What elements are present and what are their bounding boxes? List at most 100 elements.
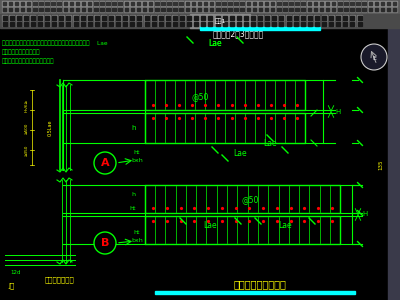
Bar [322,22,326,26]
Bar [265,16,269,20]
Bar [124,1,128,5]
Bar [145,80,305,110]
Bar [59,22,63,26]
Bar [259,2,262,5]
Bar [344,1,348,5]
Bar [44,21,50,26]
Bar [277,2,280,5]
Bar [161,8,165,11]
Bar [336,15,341,20]
Bar [102,15,106,20]
Bar [124,2,128,5]
Bar [229,15,234,20]
Bar [216,2,220,5]
Bar [279,21,284,26]
Text: H: H [335,109,340,115]
Bar [112,8,116,11]
Bar [198,2,201,5]
Bar [2,22,6,26]
Bar [15,2,18,5]
Bar [315,22,319,26]
Bar [250,15,256,20]
Bar [130,16,134,20]
Bar [81,7,86,11]
Text: bxh: bxh [131,238,143,244]
Bar [38,16,42,20]
Bar [308,2,311,5]
Bar [234,2,238,5]
Bar [374,7,378,11]
Bar [381,2,384,5]
Bar [344,7,348,11]
Bar [350,2,354,5]
Bar [88,8,91,11]
Bar [272,22,276,26]
Bar [362,7,366,11]
Bar [136,1,141,5]
Bar [236,15,241,20]
Bar [194,21,199,26]
Bar [208,21,213,26]
Bar [51,8,55,11]
Bar [210,7,214,11]
Bar [216,1,220,5]
Text: ht: ht [130,206,136,211]
Bar [26,1,31,5]
Bar [329,16,333,20]
Bar [222,8,226,11]
Bar [112,7,116,11]
Bar [118,8,122,11]
Bar [322,16,326,20]
Bar [234,8,238,11]
Bar [307,15,312,20]
Bar [116,22,120,26]
Bar [106,7,110,11]
Bar [30,15,35,20]
Bar [16,21,21,26]
Bar [118,7,122,11]
Bar [358,16,362,20]
Bar [94,2,98,5]
Bar [59,21,64,26]
Bar [148,1,153,5]
Bar [228,8,232,11]
Bar [272,15,277,20]
Bar [185,1,190,5]
Bar [179,7,183,11]
Bar [59,15,64,20]
Bar [295,8,299,11]
Bar [246,1,250,5]
Bar [270,7,275,11]
Bar [320,2,323,5]
Bar [326,2,329,5]
Bar [130,2,134,5]
Bar [201,15,206,20]
Bar [33,2,36,5]
Bar [314,21,319,26]
Bar [180,16,184,20]
Bar [112,2,116,5]
Bar [392,1,397,5]
Bar [124,8,128,11]
Bar [137,8,140,11]
Bar [350,7,354,11]
Text: Lae: Lae [263,139,277,148]
Bar [123,22,127,26]
Bar [187,16,191,20]
Bar [356,7,360,11]
Bar [118,1,122,5]
Bar [350,8,354,11]
Bar [0,0,400,14]
Bar [143,8,146,11]
Bar [38,22,42,26]
Bar [380,1,385,5]
Bar [108,15,114,20]
Bar [276,7,281,11]
Bar [216,16,220,20]
Bar [315,16,319,20]
Bar [145,113,305,143]
Bar [15,8,18,11]
Bar [2,8,6,11]
Bar [151,15,156,20]
Bar [16,15,21,20]
